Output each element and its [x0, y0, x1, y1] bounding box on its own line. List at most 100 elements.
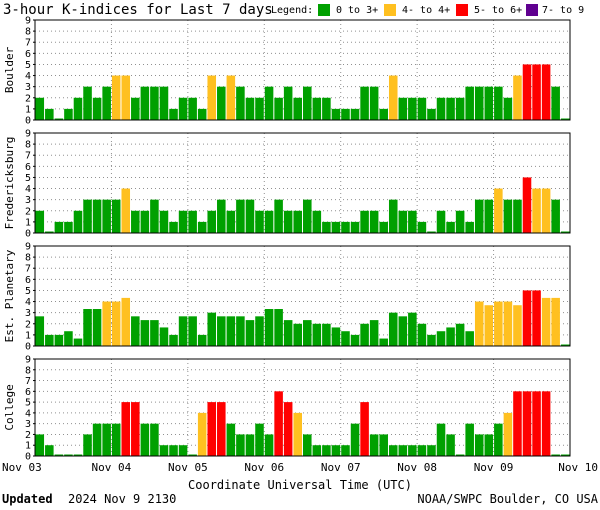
bar: [159, 86, 169, 120]
bar: [341, 445, 350, 456]
bar: [417, 221, 427, 233]
bar: [474, 199, 484, 233]
bar: [312, 445, 322, 456]
y-tick-label: 0: [25, 229, 31, 240]
bar: [398, 445, 408, 456]
bar: [532, 391, 541, 456]
y-tick-label: 7: [25, 264, 31, 275]
panel-frame: [34, 245, 571, 347]
y-tick-label: 5: [25, 173, 31, 184]
bar: [83, 86, 92, 120]
panel-label: College: [3, 384, 16, 430]
bar: [551, 297, 560, 346]
y-tick-label: 9: [25, 242, 31, 253]
y-tick-label: 8: [25, 27, 31, 38]
bar: [303, 86, 312, 120]
bar: [83, 434, 92, 456]
bar: [474, 434, 484, 456]
bar: [312, 97, 322, 120]
bar: [283, 210, 293, 233]
legend-swatch-3: [526, 4, 538, 16]
bar: [274, 199, 283, 233]
bar: [92, 423, 102, 456]
bar: [207, 210, 217, 233]
bar: [484, 86, 494, 120]
bar: [159, 210, 169, 233]
bar: [551, 454, 560, 456]
bar: [92, 309, 102, 346]
bar: [255, 97, 264, 120]
y-tick-label: 2: [25, 430, 31, 441]
bar: [131, 210, 140, 233]
bar: [150, 320, 159, 346]
x-tick-label: Nov 05: [168, 461, 208, 474]
y-tick-label: 4: [25, 71, 31, 82]
legend-item-0: 0 to 3+: [336, 5, 378, 16]
bar: [350, 221, 360, 233]
bar: [197, 221, 207, 233]
bar: [388, 445, 398, 456]
bar: [532, 290, 541, 346]
bar: [102, 86, 111, 120]
bar: [379, 221, 388, 233]
bar: [226, 75, 236, 120]
bar: [264, 86, 274, 120]
bar: [541, 64, 551, 120]
bar: [73, 97, 83, 120]
bar: [159, 327, 169, 346]
y-tick-label: 2: [25, 206, 31, 217]
bar: [455, 97, 465, 120]
y-tick-label: 8: [25, 140, 31, 151]
y-tick-label: 6: [25, 275, 31, 286]
bar: [465, 331, 474, 346]
y-tick-label: 7: [25, 151, 31, 162]
bar: [217, 199, 226, 233]
bar: [45, 445, 54, 456]
y-tick-label: 5: [25, 286, 31, 297]
y-tick-label: 1: [25, 441, 31, 452]
bar: [226, 316, 236, 346]
bar: [131, 402, 140, 456]
bar: [560, 231, 570, 233]
bar: [226, 210, 236, 233]
y-tick-label: 1: [25, 104, 31, 115]
bar: [255, 316, 264, 346]
y-tick-label: 3: [25, 308, 31, 319]
bar: [532, 64, 541, 120]
x-tick-label: Nov 09: [474, 461, 514, 474]
bar: [522, 290, 532, 346]
bar: [350, 423, 360, 456]
bar: [427, 445, 436, 456]
bar: [331, 108, 341, 120]
bar: [73, 338, 83, 346]
x-tick-label: Nov 03: [2, 461, 42, 474]
bar: [474, 301, 484, 346]
bar: [436, 210, 446, 233]
bar: [484, 434, 494, 456]
bar: [503, 301, 513, 346]
bar: [446, 221, 455, 233]
bar: [45, 334, 54, 346]
bar: [369, 320, 379, 346]
bar: [560, 118, 570, 120]
bar: [360, 402, 369, 456]
bar: [293, 97, 302, 120]
bar: [541, 391, 551, 456]
bar: [503, 412, 513, 456]
y-tick-label: 3: [25, 195, 31, 206]
bar: [207, 75, 217, 120]
bar: [331, 445, 341, 456]
bar: [73, 454, 83, 456]
bar: [369, 86, 379, 120]
bar: [560, 344, 570, 346]
bar: [312, 210, 322, 233]
bar: [436, 331, 446, 346]
panel-frame: [34, 19, 571, 121]
bar: [465, 423, 474, 456]
bar: [217, 316, 226, 346]
bar: [188, 210, 197, 233]
bar: [83, 309, 92, 346]
bar: [322, 97, 331, 120]
